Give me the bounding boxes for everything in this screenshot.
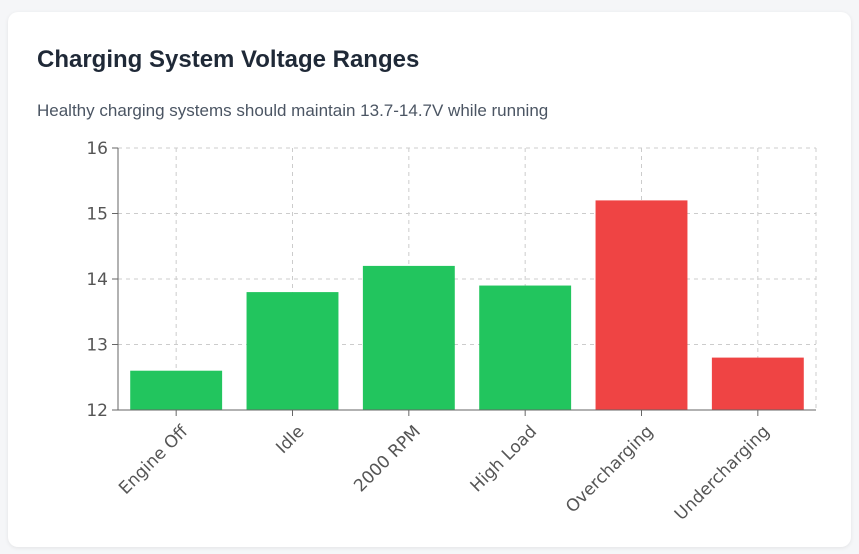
chart-subtitle: Healthy charging systems should maintain…: [37, 101, 549, 120]
bar-3: [479, 285, 572, 410]
y-tick-label-1: 13: [86, 336, 108, 356]
y-tick-label-0: 12: [86, 401, 108, 421]
x-tick-label-3: High Load: [467, 422, 541, 496]
bar-0: [130, 370, 223, 410]
y-tick-label-3: 15: [86, 205, 108, 225]
x-tick-label-2: 2000 RPM: [350, 422, 425, 497]
x-tick-label-0: Engine Off: [115, 421, 193, 499]
bar-4: [595, 200, 688, 410]
x-tick-label-1: Idle: [272, 422, 308, 458]
bar-5: [711, 357, 804, 410]
y-tick-label-2: 14: [86, 270, 108, 290]
x-tick-label-5: Undercharging: [671, 422, 774, 525]
bar-1: [246, 292, 339, 410]
chart-title: Charging System Voltage Ranges: [37, 46, 420, 73]
y-tick-label-4: 16: [86, 139, 108, 159]
x-tick-label-4: Overcharging: [562, 422, 657, 517]
bar-2: [362, 265, 455, 410]
